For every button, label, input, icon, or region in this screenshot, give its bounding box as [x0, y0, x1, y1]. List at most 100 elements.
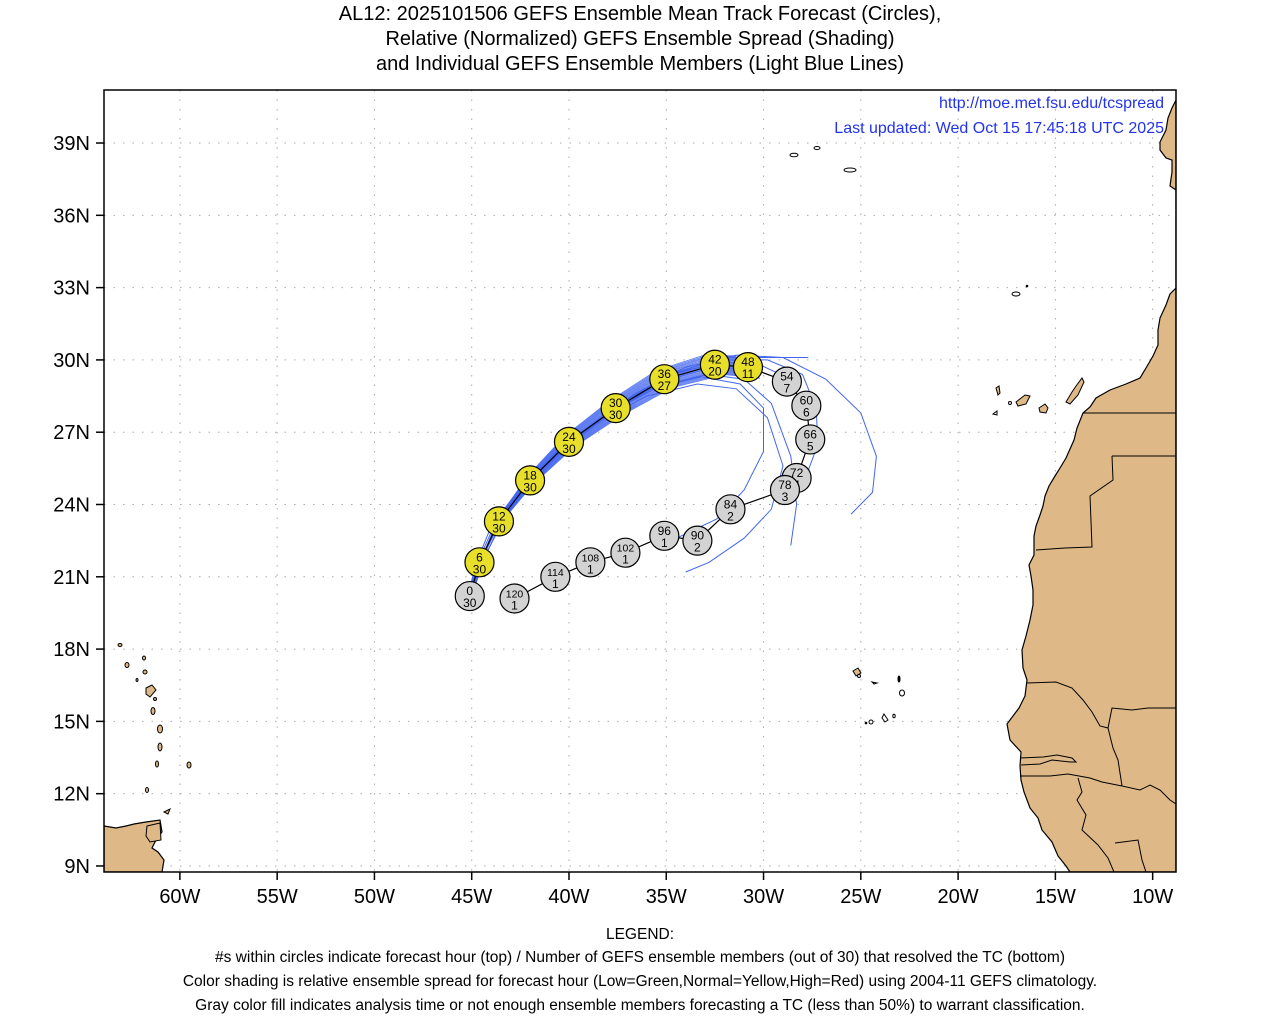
- madeira-islands: [1011, 284, 1029, 297]
- member-count-label: 7: [784, 382, 791, 396]
- circle-marker: [715, 494, 746, 525]
- member-count-label: 30: [473, 562, 487, 576]
- legend-heading: LEGEND:: [605, 926, 675, 943]
- member-count-label: 5: [807, 439, 814, 453]
- member-count-label: 1: [552, 577, 559, 591]
- forecast-hour-label: 108: [582, 552, 600, 564]
- forecast-hour-label: 102: [617, 543, 635, 555]
- member-count-label: 6: [803, 406, 810, 420]
- source-url-link[interactable]: http://moe.met.fsu.edu/tcspread: [939, 95, 1164, 112]
- circle-marker: [483, 506, 515, 537]
- forecast-circle[interactable]: 961: [649, 520, 680, 551]
- canary-islands: [991, 377, 1085, 416]
- circle-marker: [771, 366, 802, 397]
- forecast-hour-label: 18: [523, 468, 537, 482]
- x-tick-label: 45W: [451, 886, 492, 908]
- map-title-line-2: Relative (Normalized) GEFS Ensemble Spre…: [385, 28, 895, 50]
- cape-verde-islands: [852, 667, 905, 725]
- tobago-island: [162, 807, 171, 815]
- forecast-hour-label: 42: [708, 353, 722, 367]
- axis-labels: 60W 55W 50W 45W 40W 35W 30W 25W 20W 15W 10W39N36N3…: [53, 133, 1173, 908]
- circle-marker: [769, 474, 801, 506]
- circle-marker: [699, 349, 731, 380]
- circle-marker: [732, 352, 764, 383]
- member-count-label: 2: [694, 541, 701, 555]
- circle-marker: [795, 424, 826, 455]
- forecast-hour-label: 60: [800, 394, 814, 408]
- member-count-label: 30: [463, 596, 477, 610]
- circle-marker: [610, 537, 641, 568]
- member-count-label: 1: [622, 553, 629, 567]
- y-tick-label: 24N: [53, 494, 90, 516]
- map-frame: [103, 89, 1177, 873]
- country-borders: [1019, 412, 1176, 872]
- forecast-hour-label: 66: [804, 427, 818, 441]
- forecast-circle[interactable]: 547: [771, 366, 802, 397]
- forecast-circle[interactable]: 842: [715, 494, 746, 525]
- y-tick-label: 21N: [53, 567, 90, 589]
- forecast-circle[interactable]: 902: [682, 525, 713, 556]
- x-tick-label: 10W: [1132, 886, 1173, 908]
- x-tick-label: 35W: [646, 886, 687, 908]
- forecast-hour-label: 90: [691, 529, 705, 543]
- legend-line-1: #s within circles indicate forecast hour…: [215, 949, 1065, 966]
- forecast-hour-label: 0: [466, 584, 473, 598]
- forecast-circle[interactable]: 630: [464, 547, 495, 578]
- forecast-circle[interactable]: 030: [454, 580, 485, 612]
- forecast-hour-label: 6: [476, 550, 483, 564]
- forecast-hour-label: 72: [790, 466, 804, 480]
- circle-marker: [649, 364, 680, 395]
- last-updated-text: Last updated: Wed Oct 15 17:45:18 UTC 20…: [834, 120, 1164, 137]
- africa-landmass: [1006, 99, 1176, 872]
- member-count-label: 27: [658, 379, 672, 393]
- y-tick-label: 18N: [53, 639, 90, 661]
- circle-marker: [682, 525, 713, 556]
- member-count-label: 3: [782, 490, 789, 504]
- forecast-hour-label: 30: [609, 396, 623, 410]
- forecast-circle[interactable]: 665: [795, 424, 826, 455]
- forecast-circle[interactable]: 606: [791, 390, 822, 421]
- y-tick-label: 30N: [53, 350, 90, 372]
- y-tick-label: 36N: [53, 205, 90, 227]
- x-tick-label: 60W: [159, 886, 200, 908]
- forecast-hour-label: 54: [780, 370, 794, 384]
- forecast-circle[interactable]: 783: [769, 474, 801, 506]
- circle-marker: [464, 547, 495, 578]
- lesser-antilles: [117, 643, 192, 793]
- circle-marker: [600, 393, 631, 424]
- circle-marker: [499, 583, 530, 614]
- circle-marker: [575, 547, 606, 578]
- y-tick-label: 9N: [64, 856, 90, 878]
- forecast-hour-label: 96: [658, 524, 672, 538]
- x-tick-label: 15W: [1035, 886, 1076, 908]
- circle-marker: [649, 520, 680, 551]
- y-tick-label: 12N: [53, 784, 90, 806]
- ocean-background: [104, 90, 1176, 872]
- x-tick-label: 20W: [938, 886, 979, 908]
- member-count-label: 30: [562, 442, 576, 456]
- member-count-label: 30: [492, 521, 506, 535]
- forecast-hour-label: 24: [562, 430, 576, 444]
- circle-marker: [540, 561, 571, 592]
- x-tick-label: 55W: [257, 886, 298, 908]
- circle-marker: [514, 465, 546, 496]
- x-tick-label: 40W: [548, 886, 589, 908]
- x-tick-label: 30W: [743, 886, 784, 908]
- y-tick-label: 15N: [53, 711, 90, 733]
- y-tick-label: 33N: [53, 278, 90, 300]
- member-count-label: 11: [742, 367, 755, 381]
- forecast-hour-label: 78: [778, 478, 792, 492]
